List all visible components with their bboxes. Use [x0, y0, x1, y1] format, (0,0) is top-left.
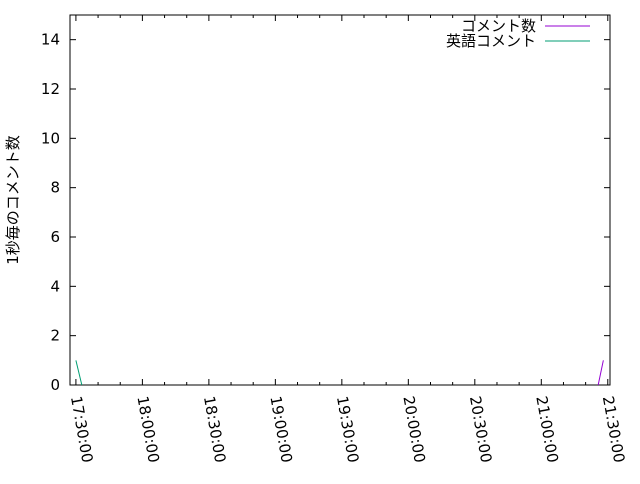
x-tick-label: 17:30:00 — [67, 395, 96, 464]
y-tick-label: 10 — [41, 129, 60, 147]
x-tick-label: 20:00:00 — [399, 395, 428, 464]
x-tick-label: 21:30:00 — [599, 395, 628, 464]
y-axis: 0 2 4 6 8 10 12 14 — [41, 31, 610, 394]
legend-label: コメント数 — [461, 17, 536, 35]
x-tick-label: 21:00:00 — [532, 395, 561, 464]
y-tick-label: 8 — [50, 179, 60, 197]
y-tick-label: 14 — [41, 31, 60, 49]
x-axis: 17:30:00 18:00:00 18:30:00 19:00:00 19:30:00… — [67, 15, 628, 464]
x-tick-label: 18:30:00 — [200, 395, 229, 464]
y-tick-label: 4 — [50, 277, 60, 295]
y-tick-label: 2 — [50, 327, 60, 345]
x-tick-label: 18:00:00 — [133, 395, 162, 464]
plot-border — [69, 14, 611, 386]
series-line — [597, 360, 604, 386]
y-axis-label: 1秒毎のコメント数 — [4, 135, 22, 265]
x-tick-label: 19:00:00 — [266, 395, 295, 464]
legend-label: 英語コメント — [446, 32, 536, 50]
x-tick-label: 20:30:00 — [466, 395, 495, 464]
series-lines — [75, 360, 604, 386]
y-tick-label: 6 — [50, 228, 60, 246]
x-tick-label: 19:30:00 — [333, 395, 362, 464]
series-line — [75, 360, 83, 386]
y-tick-label: 0 — [50, 376, 60, 394]
y-tick-label: 12 — [41, 80, 60, 98]
